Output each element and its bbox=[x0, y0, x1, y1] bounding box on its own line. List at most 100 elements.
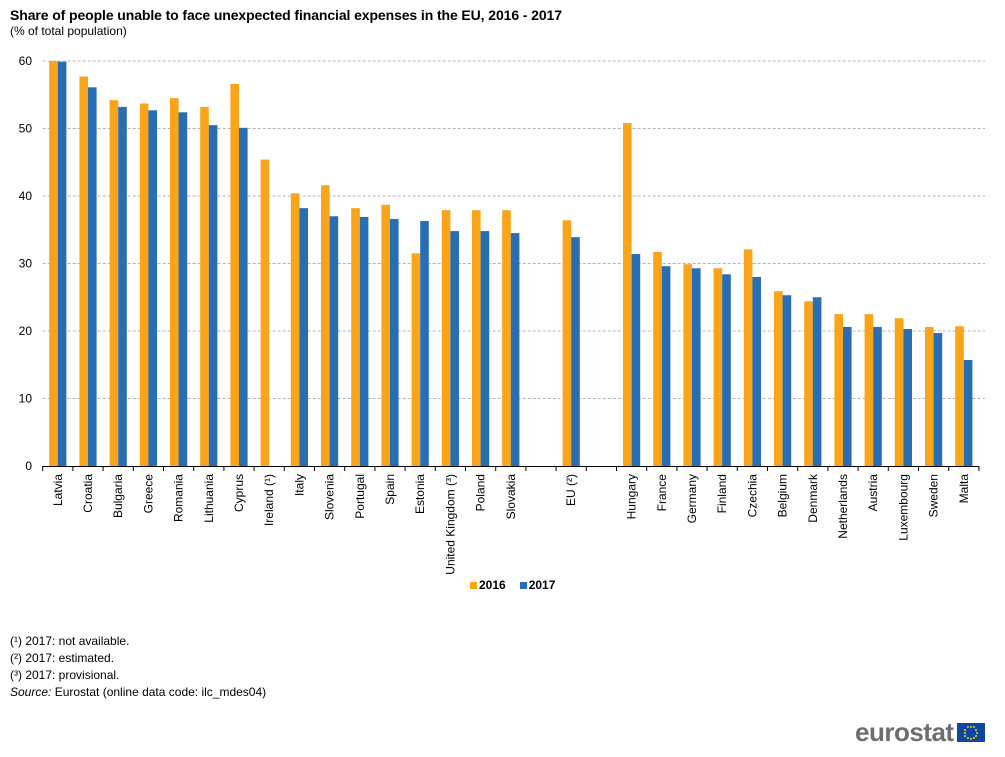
bar-2017-portugal bbox=[359, 216, 369, 466]
footnote-2: (²) 2017: estimated. bbox=[10, 651, 115, 665]
bar-2017-eu- bbox=[571, 237, 580, 466]
bar-2017-belgium bbox=[782, 295, 792, 466]
bars bbox=[49, 61, 973, 467]
eu-flag-star bbox=[972, 736, 975, 739]
x-tick-label: Slovenia bbox=[323, 474, 337, 520]
source-line: Source: Eurostat (online data code: ilc_… bbox=[10, 684, 266, 701]
y-tick-label-0: 0 bbox=[25, 459, 32, 473]
bar-2017-united-kingdom- bbox=[450, 231, 459, 466]
bar-2016-czechia bbox=[743, 249, 753, 466]
y-tick-label-60: 60 bbox=[19, 54, 33, 68]
bar-2017-greece bbox=[148, 110, 157, 467]
y-tick-label-50: 50 bbox=[19, 122, 33, 136]
legend-swatch-2017 bbox=[519, 581, 527, 589]
x-tick-label: Germany bbox=[685, 474, 699, 523]
bar-2017-hungary bbox=[631, 254, 641, 466]
eu-flag-icon bbox=[956, 723, 985, 742]
bar-2016-slovenia bbox=[321, 185, 330, 466]
legend-label-2016: 2016 bbox=[479, 578, 506, 592]
bar-2017-malta bbox=[963, 360, 973, 466]
x-tick-label: Spain bbox=[383, 474, 397, 505]
bar-2017-germany bbox=[692, 268, 701, 466]
bar-2016-austria bbox=[864, 314, 874, 467]
bar-2016-netherlands bbox=[834, 314, 843, 467]
x-axis-labels: Latvia Croatia Bulgaria Greece Romania Lithua… bbox=[51, 473, 971, 575]
x-tick-label: Portugal bbox=[353, 474, 367, 519]
x-tick-label: Netherlands bbox=[836, 474, 850, 539]
bar-2016-poland bbox=[472, 210, 481, 466]
footnote-3: (³) 2017: provisional. bbox=[10, 668, 120, 682]
bar-2017-austria bbox=[873, 326, 882, 466]
bar-2017-spain bbox=[390, 218, 399, 466]
x-tick-label: Lithuania bbox=[202, 474, 216, 523]
source-text: Eurostat (online data code: ilc_mdes04) bbox=[51, 685, 267, 699]
bar-2016-italy bbox=[290, 193, 300, 467]
bar-2017-croatia bbox=[88, 87, 97, 466]
bar-2017-sweden bbox=[933, 333, 943, 466]
x-tick-label: Finland bbox=[715, 474, 729, 513]
x-tick-label: Romania bbox=[172, 474, 186, 522]
chart-title: Share of people unable to face unexpecte… bbox=[10, 7, 562, 23]
eu-flag-star bbox=[969, 737, 972, 740]
bar-2016-belgium bbox=[774, 291, 783, 466]
bar-2016-romania bbox=[170, 98, 179, 467]
bar-2017-slovenia bbox=[329, 216, 339, 466]
x-tick-label: Poland bbox=[474, 474, 488, 511]
x-tick-label: Czechia bbox=[745, 474, 759, 518]
x-tick-label: Austria bbox=[866, 474, 880, 512]
bar-2016-hungary bbox=[623, 123, 632, 466]
eurostat-logo: eurostat bbox=[855, 717, 985, 748]
source-label: Source: bbox=[10, 685, 52, 699]
bar-2017-estonia bbox=[420, 220, 429, 466]
bar-2017-lithuania bbox=[208, 125, 218, 467]
bar-2016-denmark bbox=[804, 301, 813, 466]
bar-2016-slovakia bbox=[502, 210, 511, 466]
y-tick-label-40: 40 bbox=[19, 189, 33, 203]
bar-2016-finland bbox=[713, 268, 723, 466]
bar-2016-bulgaria bbox=[109, 100, 119, 467]
x-tick-label: Estonia bbox=[413, 474, 427, 514]
x-tick-label: Cyprus bbox=[232, 474, 246, 512]
bar-2016-france bbox=[653, 252, 662, 466]
bar-2016-cyprus bbox=[230, 83, 239, 466]
logo-text: eurostat bbox=[855, 717, 954, 747]
bar-2017-czechia bbox=[752, 277, 761, 466]
bar-2017-latvia bbox=[57, 61, 67, 467]
eu-flag-star bbox=[966, 736, 969, 739]
bar-2016-luxembourg bbox=[894, 318, 904, 466]
bar-2016-eu- bbox=[562, 220, 572, 466]
bar-2017-romania bbox=[178, 112, 188, 467]
bar-2016-croatia bbox=[79, 76, 88, 467]
eu-flag-star bbox=[964, 728, 967, 731]
bar-2016-lithuania bbox=[200, 106, 209, 467]
chart-subtitle: (% of total population) bbox=[10, 24, 127, 38]
x-tick-label: Belgium bbox=[776, 474, 790, 517]
legend-item-2017: 2017 bbox=[519, 578, 556, 592]
bar-2016-estonia bbox=[411, 253, 421, 467]
x-tick-label: Latvia bbox=[51, 474, 65, 506]
bar-2016-sweden bbox=[925, 326, 934, 466]
bar-2017-france bbox=[661, 266, 671, 466]
x-tick-label: EU (²) bbox=[564, 474, 578, 506]
bar-2016-united-kingdom- bbox=[441, 210, 451, 466]
y-axis-ticks: 0 10 20 30 40 50 60 bbox=[19, 54, 33, 473]
bar-2016-portugal bbox=[351, 208, 360, 466]
x-tick-label: Sweden bbox=[927, 474, 941, 517]
bar-2017-netherlands bbox=[843, 326, 852, 466]
eu-flag-star bbox=[975, 731, 978, 734]
bar-2017-denmark bbox=[812, 297, 822, 466]
y-tick-label-20: 20 bbox=[19, 324, 33, 338]
legend-label-2017: 2017 bbox=[528, 578, 556, 592]
x-tick-label: Italy bbox=[292, 474, 306, 496]
bar-2016-malta bbox=[955, 326, 964, 466]
legend-item-2016: 2016 bbox=[470, 578, 506, 592]
eu-flag-star bbox=[963, 731, 966, 734]
x-tick-label: Bulgaria bbox=[111, 474, 125, 518]
legend: 2016 2017 bbox=[470, 578, 569, 592]
x-tick-label: France bbox=[655, 474, 669, 512]
eu-flag-star bbox=[974, 734, 977, 737]
y-tick-label-30: 30 bbox=[19, 257, 33, 271]
bar-2017-finland bbox=[722, 274, 731, 466]
bar-2017-luxembourg bbox=[903, 328, 912, 466]
footnotes: (¹) 2017: not available. (²) 2017: estim… bbox=[10, 633, 266, 701]
